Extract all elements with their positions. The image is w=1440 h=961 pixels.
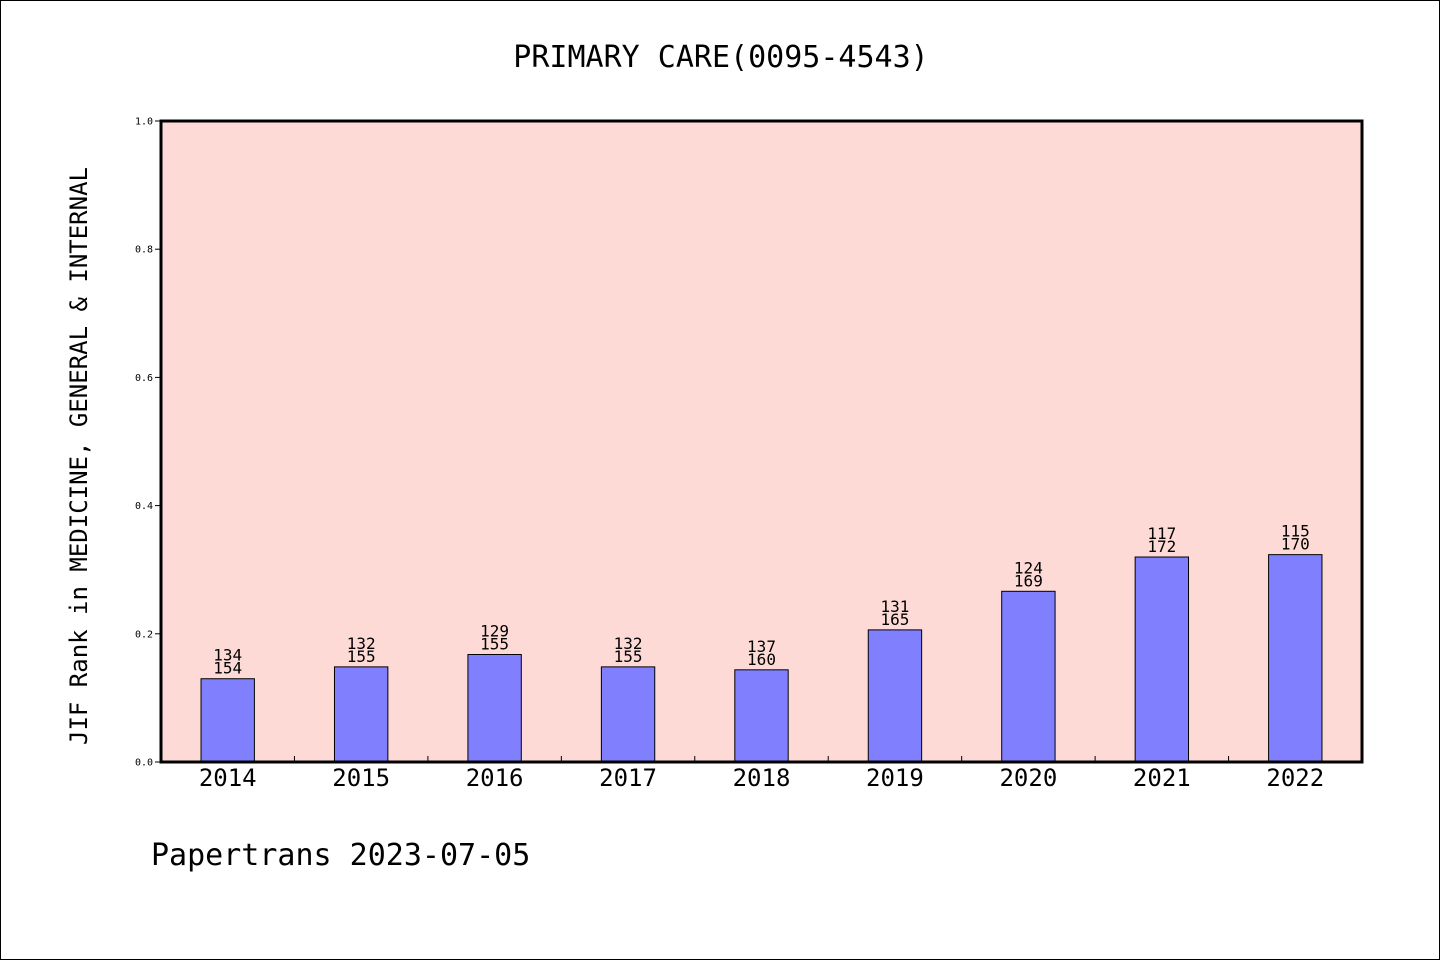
- bar-2016: [467, 654, 522, 763]
- bar-rank-label-2019: 131: [880, 597, 909, 616]
- y-axis-label: JIF Rank in MEDICINE, GENERAL & INTERNAL: [65, 167, 93, 745]
- bar-rank-label-2014: 134: [213, 646, 242, 665]
- bar-2015: [333, 666, 389, 763]
- y-tick-label-0.4: 0.4: [135, 501, 153, 512]
- bar-rank-label-2022: 115: [1281, 522, 1310, 541]
- bar-total-label-2022: 170: [1281, 535, 1310, 554]
- bar-total-label-2020: 169: [1014, 571, 1043, 590]
- y-tick-label-0.2: 0.2: [135, 629, 153, 640]
- y-tick-label-1.0: 1.0: [135, 117, 153, 128]
- bar-2021: [1134, 556, 1190, 763]
- x-tick-label-2016: 2016: [466, 764, 524, 792]
- y-tick-label-0.8: 0.8: [135, 245, 153, 256]
- y-tick-labels: 0.0 0.2 0.4 0.6 0.8 1.0: [135, 117, 153, 769]
- bar-total-label-2016: 155: [480, 635, 509, 654]
- bar-rank-label-2020: 124: [1014, 558, 1043, 577]
- bar-2019: [867, 629, 923, 763]
- bar-rank-label-2021: 117: [1147, 524, 1176, 543]
- chart-title: PRIMARY CARE(0095-4543): [513, 40, 928, 75]
- x-tick-label-2014: 2014: [199, 764, 257, 792]
- bar-rank-label-2017: 132: [614, 634, 643, 653]
- bar-total-label-2021: 172: [1147, 537, 1176, 556]
- y-tick-label-0.0: 0.0: [135, 758, 153, 769]
- bar-rank-label-2018: 137: [747, 637, 776, 656]
- bar-2022: [1268, 554, 1323, 763]
- x-tick-label-2020: 2020: [999, 764, 1057, 792]
- x-tick-label-2019: 2019: [866, 764, 924, 792]
- x-tick-label-2015: 2015: [332, 764, 390, 792]
- bar-rank-label-2015: 132: [347, 634, 376, 653]
- bar-2014: [200, 678, 255, 763]
- plot-frame: [159, 119, 1364, 764]
- footer-credit: Papertrans 2023-07-05: [151, 838, 530, 873]
- bar-2018: [734, 669, 789, 763]
- x-tick-label-2022: 2022: [1266, 764, 1324, 792]
- y-tick-label-0.6: 0.6: [135, 373, 153, 384]
- bar-total-label-2017: 155: [614, 647, 643, 666]
- x-tick-labels: 2014 2015 2016 2017 2018 2019 2020 2021 2022: [199, 764, 1324, 792]
- bar-total-label-2018: 160: [747, 650, 776, 669]
- x-tick-label-2021: 2021: [1133, 764, 1191, 792]
- bar-2020: [1001, 590, 1056, 763]
- bar-rank-label-2016: 129: [480, 622, 509, 641]
- x-tick-label-2017: 2017: [599, 764, 657, 792]
- bar-total-label-2019: 165: [880, 610, 909, 629]
- bars: [200, 554, 1323, 763]
- bar-2017: [600, 666, 656, 763]
- x-tick-label-2018: 2018: [733, 764, 791, 792]
- bar-total-label-2015: 155: [347, 647, 376, 666]
- bar-total-label-2014: 154: [213, 659, 242, 678]
